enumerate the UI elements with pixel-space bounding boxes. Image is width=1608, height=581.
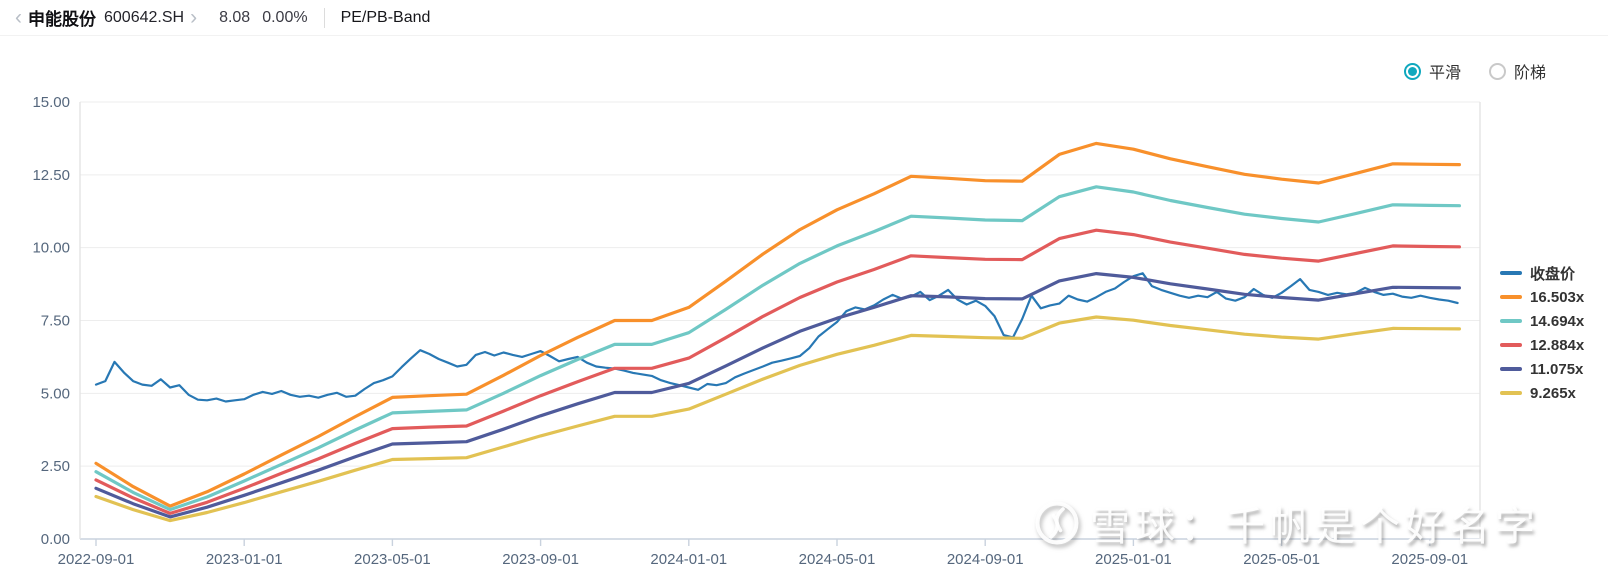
page-title: PE/PB-Band bbox=[340, 8, 431, 26]
legend-item-band-9265[interactable]: 9.265x bbox=[1500, 382, 1584, 404]
x-axis-label: 2024-09-01 bbox=[947, 551, 1024, 568]
legend-label: 16.503x bbox=[1530, 288, 1585, 306]
line-收盘价 bbox=[94, 272, 1459, 403]
radio-step[interactable]: 阶梯 bbox=[1489, 59, 1546, 83]
y-axis-label: 2.50 bbox=[41, 458, 70, 475]
legend-label: 14.694x bbox=[1530, 312, 1585, 330]
legend-item-band-12884[interactable]: 12.884x bbox=[1500, 334, 1584, 356]
legend-line-icon bbox=[1500, 271, 1522, 275]
legend-item-band-14694[interactable]: 14.694x bbox=[1500, 310, 1584, 332]
legend-line-icon bbox=[1500, 295, 1522, 299]
x-axis-label: 2024-05-01 bbox=[799, 551, 876, 568]
x-axis-label: 2023-09-01 bbox=[502, 551, 579, 568]
stock-change-percent: 0.00% bbox=[262, 8, 308, 26]
line-9.265x bbox=[94, 315, 1462, 523]
x-axis-label: 2022-09-01 bbox=[58, 551, 135, 568]
chart-legend: 收盘价 16.503x 14.694x 12.884x 11.075x 9.26… bbox=[1500, 262, 1584, 404]
legend-item-band-16503[interactable]: 16.503x bbox=[1500, 286, 1584, 308]
header-divider bbox=[323, 7, 325, 28]
legend-item-close-price[interactable]: 收盘价 bbox=[1500, 262, 1584, 284]
line-14.694x bbox=[94, 185, 1462, 512]
line-style-toggle: 平滑 阶梯 bbox=[1404, 59, 1546, 83]
legend-line-icon bbox=[1500, 367, 1522, 371]
line-12.884x bbox=[94, 228, 1462, 516]
x-axis-label: 2024-01-01 bbox=[650, 551, 727, 568]
legend-label: 11.075x bbox=[1530, 360, 1584, 378]
legend-label: 12.884x bbox=[1530, 336, 1585, 354]
x-axis-label: 2025-01-01 bbox=[1095, 551, 1172, 568]
radio-step-label: 阶梯 bbox=[1514, 65, 1547, 82]
legend-line-icon bbox=[1500, 391, 1522, 395]
y-axis-label: 5.00 bbox=[41, 385, 70, 402]
legend-label: 9.265x bbox=[1530, 384, 1576, 402]
back-chevron-icon[interactable]: ‹ bbox=[15, 6, 22, 29]
legend-item-band-11075[interactable]: 11.075x bbox=[1500, 358, 1584, 380]
stock-code: 600642.SH bbox=[104, 8, 185, 26]
radio-step-dot-icon bbox=[1489, 62, 1507, 80]
x-axis-label: 2025-05-01 bbox=[1243, 551, 1320, 568]
header-bar: ‹ 申能股份 600642.SH › 8.08 0.00% PE/PB-Band bbox=[0, 0, 1608, 36]
y-axis-label: 7.50 bbox=[41, 313, 70, 330]
x-axis-label: 2023-01-01 bbox=[206, 551, 283, 568]
legend-line-icon bbox=[1500, 343, 1522, 347]
y-axis-label: 0.00 bbox=[41, 531, 70, 548]
stock-price: 8.08 bbox=[219, 8, 251, 26]
y-axis-label: 10.00 bbox=[32, 240, 70, 257]
line-11.075x bbox=[94, 272, 1462, 519]
y-axis-label: 12.50 bbox=[32, 167, 70, 184]
forward-chevron-icon[interactable]: › bbox=[190, 6, 198, 29]
stock-name[interactable]: 申能股份 bbox=[28, 10, 96, 29]
x-axis-label: 2025-09-01 bbox=[1391, 551, 1468, 568]
line-16.503x bbox=[94, 141, 1462, 508]
radio-smooth[interactable]: 平滑 bbox=[1404, 59, 1461, 83]
radio-smooth-label: 平滑 bbox=[1429, 65, 1462, 82]
y-axis-label: 15.00 bbox=[32, 94, 70, 111]
legend-label: 收盘价 bbox=[1530, 265, 1576, 283]
x-axis-label: 2023-05-01 bbox=[354, 551, 431, 568]
legend-line-icon bbox=[1500, 319, 1522, 323]
radio-smooth-dot-icon bbox=[1404, 62, 1421, 80]
